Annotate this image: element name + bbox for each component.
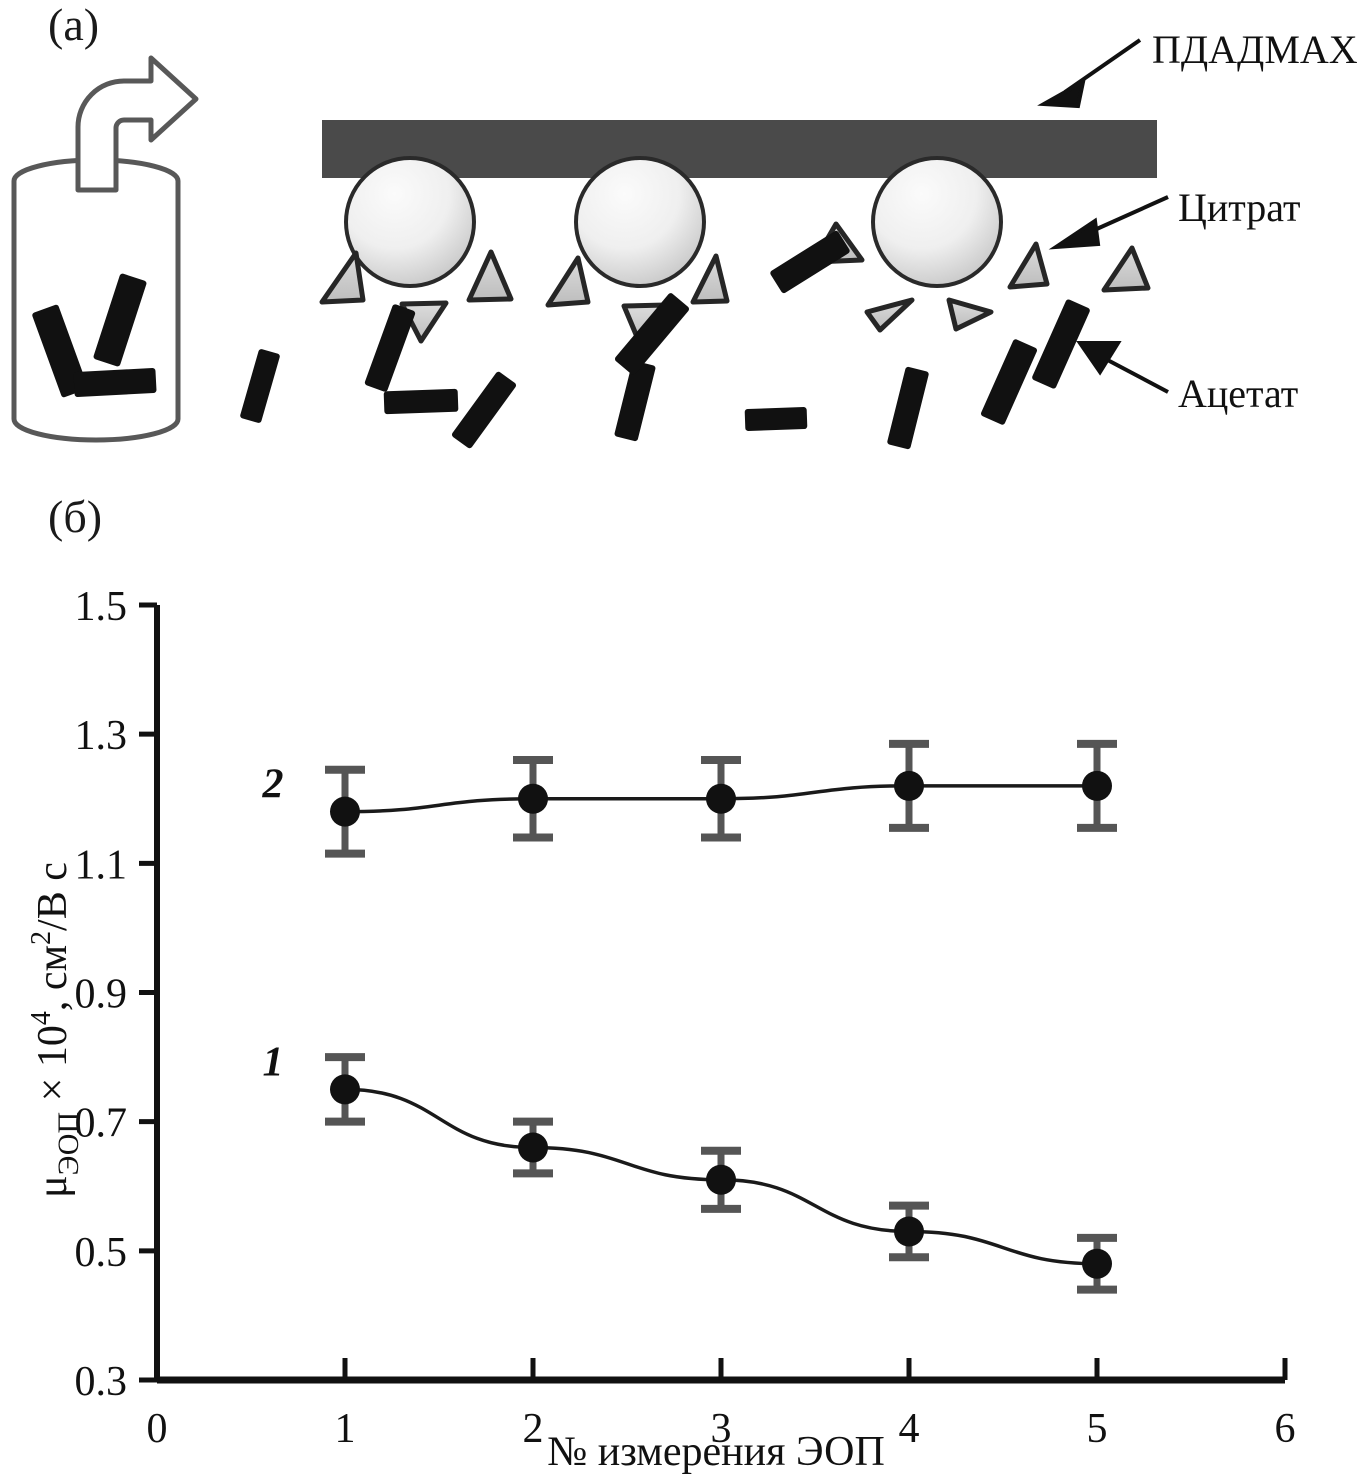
y-tick-label: 1.5 — [75, 584, 128, 630]
callout-label-pdadmah: ПДАДМАХ — [1152, 27, 1358, 72]
x-tick-label: 5 — [1087, 1406, 1108, 1452]
chart-axes — [139, 602, 1288, 1384]
citrate-ion-icon — [319, 221, 1151, 347]
nanoparticle-icon — [344, 156, 1003, 288]
schematic-canvas — [11, 38, 1169, 450]
x-tick-label: 0 — [147, 1406, 168, 1452]
data-point-marker — [706, 783, 736, 814]
data-point-marker — [330, 1074, 360, 1105]
acetate-ion-icon — [240, 230, 1090, 450]
data-point-marker — [518, 783, 548, 814]
data-point-marker — [518, 1132, 548, 1163]
data-point-marker — [1082, 1248, 1112, 1279]
panel-b-label: (б) — [48, 491, 103, 542]
y-tick-label: 1.3 — [75, 713, 128, 759]
svg-text:μЭОП × 104, см2/В с: μЭОП × 104, см2/В с — [26, 862, 85, 1198]
y-tick-label: 0.9 — [75, 972, 128, 1018]
y-tick-label: 0.7 — [75, 1101, 128, 1147]
x-tick-label: 4 — [899, 1406, 920, 1452]
y-axis-title: μЭОП × 104, см2/В с — [26, 862, 85, 1198]
curved-arrow-icon — [75, 55, 199, 193]
x-tick-label: 3 — [711, 1406, 732, 1452]
eof-mobility-chart: 0.30.50.70.91.11.31.50 1 2 3 4 5 6 12 № измере… — [26, 584, 1296, 1475]
y-tick-label: 0.5 — [75, 1230, 128, 1276]
chart-data-layer: 12 — [262, 739, 1117, 1294]
x-tick-label: 2 — [523, 1406, 544, 1452]
polymer-layer-icon — [322, 120, 1157, 178]
callout-label-citrate: Цитрат — [1178, 185, 1301, 230]
data-point-marker — [894, 1216, 924, 1247]
series-label-1: 1 — [263, 1039, 284, 1085]
y-tick-label: 1.1 — [75, 842, 128, 888]
series-label-2: 2 — [262, 762, 284, 808]
panel-a-schematic: (а) — [0, 0, 1372, 470]
panel-a-label: (а) — [48, 0, 100, 50]
data-point-marker — [330, 796, 360, 827]
data-point-marker — [1082, 770, 1112, 801]
x-axis-title: № измерения ЭОП — [547, 1429, 885, 1475]
y-tick-label: 0.3 — [75, 1359, 128, 1405]
data-point-marker — [706, 1164, 736, 1195]
chart-tick-labels: 0.30.50.70.91.11.31.50 1 2 3 4 5 6 — [75, 584, 1296, 1452]
x-tick-label: 1 — [335, 1406, 356, 1452]
data-point-marker — [894, 770, 924, 801]
callout-arrows — [1037, 38, 1169, 394]
beaker-icon — [11, 157, 181, 443]
callout-label-acetate: Ацетат — [1178, 371, 1299, 416]
x-tick-label: 6 — [1275, 1406, 1296, 1452]
